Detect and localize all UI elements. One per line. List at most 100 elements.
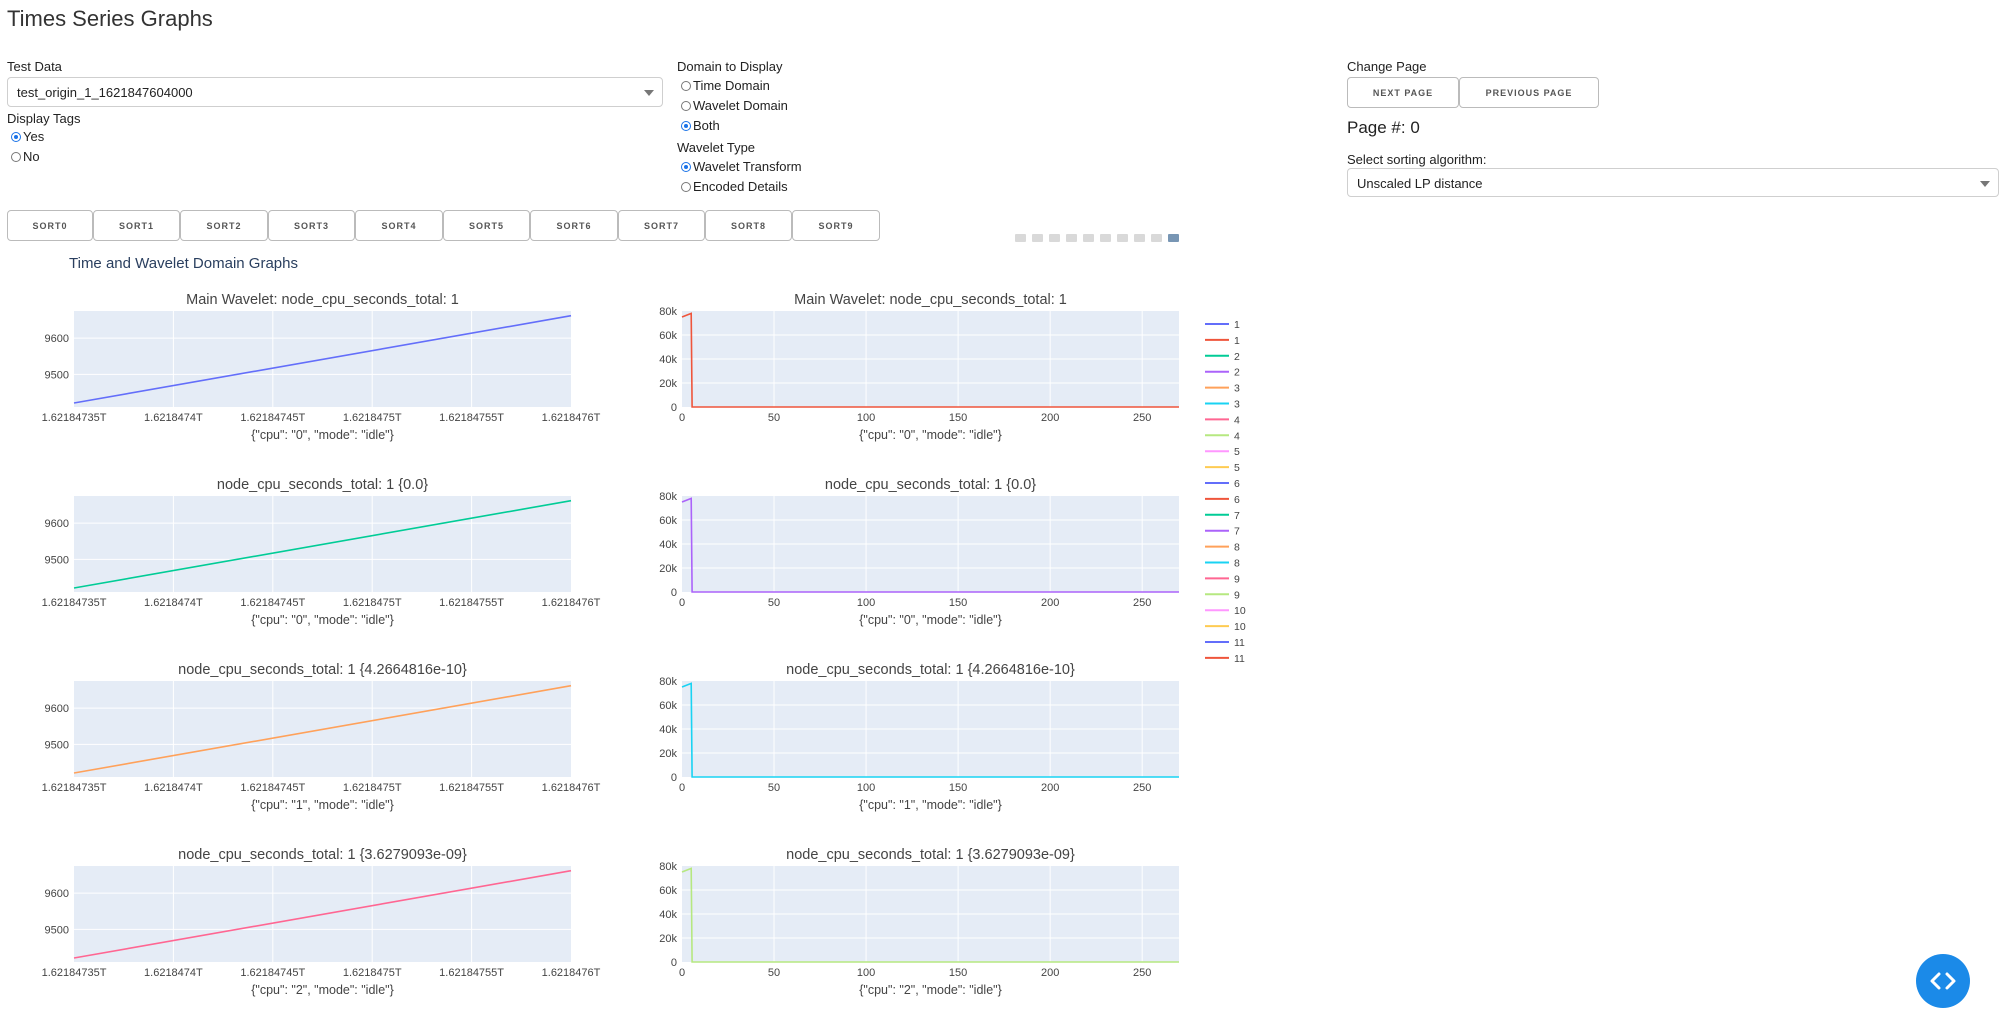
x-tick-label: 1.62184735T bbox=[42, 412, 107, 424]
test-data-value: test_origin_1_1621847604000 bbox=[17, 85, 193, 100]
x-axis-title: {"cpu": "1", "mode": "idle"} bbox=[859, 798, 1002, 812]
y-tick-label: 9500 bbox=[45, 369, 69, 381]
plotly-logo-icon[interactable] bbox=[1168, 234, 1179, 242]
zoom-out-icon[interactable] bbox=[1117, 234, 1128, 242]
sort-button-2[interactable]: SORT2 bbox=[180, 210, 268, 241]
x-tick-label: 1.6218474T bbox=[144, 412, 203, 424]
code-toggle-button[interactable] bbox=[1916, 954, 1970, 1008]
display-tags-yes[interactable]: Yes bbox=[11, 128, 44, 146]
x-tick-label: 1.62184745T bbox=[240, 782, 305, 794]
plot-modebar bbox=[1015, 234, 1179, 242]
wavelet-type-label: Wavelet Type bbox=[677, 140, 756, 155]
y-tick-label: 0 bbox=[671, 772, 677, 784]
lasso-icon[interactable] bbox=[1083, 234, 1094, 242]
autoscale-icon[interactable] bbox=[1134, 234, 1145, 242]
x-tick-label: 200 bbox=[1041, 782, 1059, 794]
subplot-title: node_cpu_seconds_total: 1 {4.2664816e-10… bbox=[786, 662, 1075, 678]
y-tick-label: 9600 bbox=[45, 518, 69, 530]
sort-button-7[interactable]: SORT7 bbox=[618, 210, 705, 241]
select-box-icon[interactable] bbox=[1066, 234, 1077, 242]
series-line[interactable] bbox=[681, 497, 1179, 593]
camera-icon[interactable] bbox=[1015, 234, 1026, 242]
x-tick-label: 100 bbox=[857, 782, 875, 794]
test-data-select[interactable]: test_origin_1_1621847604000 bbox=[7, 77, 663, 107]
x-tick-label: 1.6218475T bbox=[343, 967, 402, 979]
subplot-title: node_cpu_seconds_total: 1 {0.0} bbox=[825, 477, 1036, 493]
x-tick-label: 100 bbox=[857, 597, 875, 609]
encoded-details-option[interactable]: Encoded Details bbox=[681, 178, 788, 196]
domain-both[interactable]: Both bbox=[681, 117, 720, 135]
domain-wavelet[interactable]: Wavelet Domain bbox=[681, 97, 788, 115]
legend-label: 1 bbox=[1234, 319, 1240, 331]
subplot-title: node_cpu_seconds_total: 1 {3.6279093e-09… bbox=[178, 847, 467, 863]
x-tick-label: 1.62184755T bbox=[439, 412, 504, 424]
next-page-button[interactable]: NEXT PAGE bbox=[1347, 77, 1459, 108]
y-tick-label: 60k bbox=[659, 885, 677, 897]
series-line[interactable] bbox=[681, 867, 1179, 963]
code-icon bbox=[1930, 972, 1956, 990]
x-tick-label: 0 bbox=[679, 967, 685, 979]
x-axis-title: {"cpu": "0", "mode": "idle"} bbox=[859, 428, 1002, 442]
sort-button-5[interactable]: SORT5 bbox=[443, 210, 530, 241]
sort-button-1[interactable]: SORT1 bbox=[93, 210, 180, 241]
zoom-in-icon[interactable] bbox=[1100, 234, 1111, 242]
x-tick-label: 1.62184755T bbox=[439, 597, 504, 609]
x-tick-label: 250 bbox=[1133, 597, 1151, 609]
y-tick-label: 0 bbox=[671, 402, 677, 414]
domain-wavelet-label: Wavelet Domain bbox=[693, 98, 788, 113]
domain-time[interactable]: Time Domain bbox=[681, 77, 770, 95]
legend-label: 9 bbox=[1234, 573, 1240, 585]
legend-label: 5 bbox=[1234, 462, 1240, 474]
sort-button-6[interactable]: SORT6 bbox=[530, 210, 618, 241]
y-tick-label: 0 bbox=[671, 587, 677, 599]
x-tick-label: 250 bbox=[1133, 967, 1151, 979]
pan-icon[interactable] bbox=[1049, 234, 1060, 242]
x-tick-label: 150 bbox=[949, 412, 967, 424]
y-tick-label: 60k bbox=[659, 330, 677, 342]
series-line[interactable] bbox=[73, 314, 572, 404]
x-axis-title: {"cpu": "1", "mode": "idle"} bbox=[251, 798, 394, 812]
zoom-icon[interactable] bbox=[1032, 234, 1043, 242]
legend-label: 1 bbox=[1234, 335, 1240, 347]
y-tick-label: 9500 bbox=[45, 554, 69, 566]
sort-button-8[interactable]: SORT8 bbox=[705, 210, 792, 241]
y-tick-label: 9500 bbox=[45, 924, 69, 936]
display-tags-no[interactable]: No bbox=[11, 148, 40, 166]
y-tick-label: 40k bbox=[659, 909, 677, 921]
x-axis-title: {"cpu": "2", "mode": "idle"} bbox=[859, 983, 1002, 997]
legend-label: 4 bbox=[1234, 414, 1240, 426]
sorting-select[interactable]: Unscaled LP distance bbox=[1347, 168, 1999, 197]
y-tick-label: 9500 bbox=[45, 739, 69, 751]
series-line[interactable] bbox=[73, 869, 572, 959]
domain-both-label: Both bbox=[693, 118, 720, 133]
x-tick-label: 1.6218476T bbox=[542, 967, 601, 979]
x-tick-label: 1.6218474T bbox=[144, 782, 203, 794]
series-line[interactable] bbox=[73, 684, 572, 774]
y-tick-label: 40k bbox=[659, 354, 677, 366]
legend-label: 6 bbox=[1234, 478, 1240, 490]
x-tick-label: 1.62184755T bbox=[439, 782, 504, 794]
y-tick-label: 60k bbox=[659, 515, 677, 527]
sort-button-9[interactable]: SORT9 bbox=[792, 210, 880, 241]
x-tick-label: 250 bbox=[1133, 412, 1151, 424]
series-line[interactable] bbox=[681, 312, 1179, 408]
sort-button-4[interactable]: SORT4 bbox=[355, 210, 443, 241]
y-tick-label: 60k bbox=[659, 700, 677, 712]
wavelet-transform-option[interactable]: Wavelet Transform bbox=[681, 158, 802, 176]
series-line[interactable] bbox=[73, 499, 572, 589]
subplot-title: Main Wavelet: node_cpu_seconds_total: 1 bbox=[794, 292, 1067, 308]
x-tick-label: 1.62184735T bbox=[42, 967, 107, 979]
y-tick-label: 0 bbox=[671, 957, 677, 969]
x-tick-label: 0 bbox=[679, 412, 685, 424]
legend-label: 10 bbox=[1234, 605, 1246, 617]
series-line[interactable] bbox=[681, 682, 1179, 778]
x-tick-label: 200 bbox=[1041, 597, 1059, 609]
previous-page-button[interactable]: PREVIOUS PAGE bbox=[1459, 77, 1599, 108]
x-tick-label: 50 bbox=[768, 412, 780, 424]
x-tick-label: 150 bbox=[949, 782, 967, 794]
sort-button-0[interactable]: SORT0 bbox=[7, 210, 93, 241]
sort-button-3[interactable]: SORT3 bbox=[268, 210, 355, 241]
reset-axes-icon[interactable] bbox=[1151, 234, 1162, 242]
x-tick-label: 1.62184745T bbox=[240, 412, 305, 424]
